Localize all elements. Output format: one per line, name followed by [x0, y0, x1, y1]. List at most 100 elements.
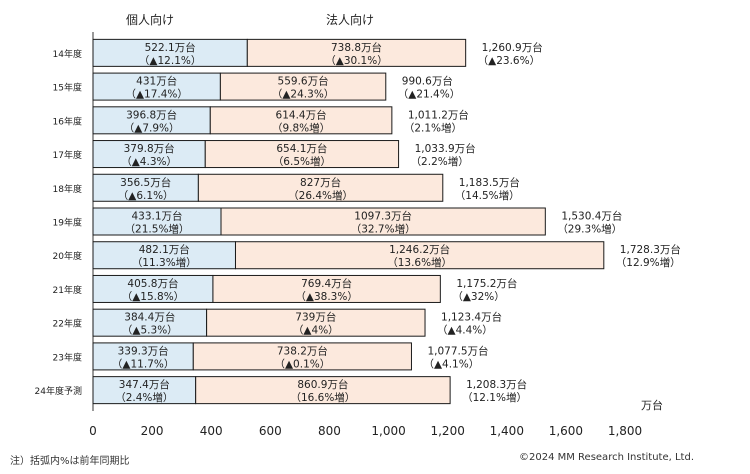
total-label-value: 1,033.9万台	[415, 142, 476, 155]
bar-segment-corporate	[246, 38, 467, 67]
category-label: 16年度	[53, 115, 82, 127]
x-tick-label: 400	[200, 424, 223, 438]
data-label-corporate-change: （▲0.1%）	[274, 358, 330, 370]
total-label-value: 1,530.4万台	[561, 210, 622, 223]
total-label-change: （▲21.4%）	[398, 89, 460, 101]
data-label-personal-value: 347.4万台	[119, 378, 170, 391]
total-label-value: 1,208.3万台	[466, 378, 527, 391]
bar-segment-personal	[92, 376, 197, 405]
axis-unit-label: 万台	[641, 398, 663, 412]
series-header-personal: 個人向け	[126, 12, 174, 27]
data-label-personal-change: （2.4%増）	[115, 391, 173, 404]
bar-segment-personal	[92, 342, 194, 371]
bar-segment-corporate	[234, 241, 605, 270]
total-label-value: 1,123.4万台	[441, 311, 502, 324]
total-label-change: （2.1%増）	[404, 121, 462, 134]
data-label-personal-change: （▲15.8%）	[122, 291, 184, 303]
data-label-corporate-change: （▲4%）	[293, 325, 339, 337]
category-label: 21年度	[53, 284, 82, 296]
bar-segment-personal	[92, 241, 236, 270]
bar-segment-corporate	[209, 106, 393, 135]
total-label-change: （▲32%）	[452, 291, 504, 303]
data-label-personal-change: （▲7.9%）	[124, 122, 180, 134]
category-label: 22年度	[53, 318, 82, 330]
category-label: 23年度	[53, 351, 82, 363]
category-label: 20年度	[53, 250, 82, 262]
total-label-change: （29.3%増）	[557, 223, 622, 236]
x-tick-label: 0	[89, 424, 97, 438]
total-label-change: （12.9%増）	[616, 256, 681, 269]
data-label-corporate-change: （6.5%増）	[273, 155, 331, 168]
data-label-personal-value: 482.1万台	[139, 243, 190, 256]
data-label-corporate-value: 559.6万台	[278, 75, 329, 88]
footnote: 注）括弧内%は前年同期比	[10, 456, 130, 467]
total-label-change: （2.2%増）	[411, 155, 469, 168]
data-label-personal-change: （▲12.1%）	[139, 55, 201, 67]
total-label-change: （▲4.4%）	[437, 325, 493, 337]
data-label-corporate-change: （13.6%増）	[387, 256, 452, 269]
total-label-change: （14.5%増）	[455, 189, 520, 202]
x-tick-label: 1,200	[430, 424, 464, 438]
total-label-change: （12.1%増）	[462, 391, 527, 404]
data-label-personal-change: （▲5.3%）	[122, 325, 178, 337]
total-label-value: 990.6万台	[402, 75, 453, 88]
total-label-change: （▲4.1%）	[423, 358, 479, 370]
data-label-personal-value: 379.8万台	[124, 142, 175, 155]
total-label-value: 1,175.2万台	[456, 277, 517, 290]
x-tick-label: 800	[318, 424, 341, 438]
x-tick-label: 200	[141, 424, 164, 438]
total-label-value: 1,728.3万台	[620, 243, 681, 256]
data-label-corporate-change: （▲24.3%）	[272, 89, 334, 101]
x-tick-label: 1,800	[608, 424, 642, 438]
bar-segment-personal	[92, 308, 208, 337]
data-label-corporate-value: 769.4万台	[301, 277, 352, 290]
data-label-corporate-value: 738.2万台	[277, 344, 328, 357]
bar-segment-corporate	[192, 342, 412, 371]
x-tick-label: 1,000	[371, 424, 405, 438]
total-label-value: 1,077.5万台	[427, 344, 488, 357]
data-label-personal-value: 356.5万台	[120, 176, 171, 189]
data-label-corporate-change: （16.6%増）	[290, 391, 355, 404]
series-header-corporate: 法人向け	[326, 12, 374, 27]
data-label-corporate-change: （9.8%増）	[272, 121, 330, 134]
bar-segment-personal	[92, 207, 222, 236]
category-label: 14年度	[53, 48, 82, 60]
bar-segment-corporate	[197, 173, 444, 202]
data-label-personal-value: 405.8万台	[127, 277, 178, 290]
bar-segment-corporate	[206, 308, 426, 337]
data-label-personal-value: 339.3万台	[118, 344, 169, 357]
data-label-personal-value: 433.1万台	[131, 210, 182, 223]
total-label-value: 1,011.2万台	[408, 108, 469, 121]
data-label-personal-change: （▲11.7%）	[112, 358, 174, 370]
category-label: 17年度	[53, 149, 82, 161]
bar-segment-corporate	[219, 72, 387, 101]
data-label-personal-value: 384.4万台	[124, 311, 175, 324]
data-label-corporate-value: 1097.3万台	[354, 210, 412, 223]
data-label-corporate-change: （▲38.3%）	[295, 291, 357, 303]
x-tick-label: 1,600	[549, 424, 583, 438]
data-label-personal-change: （▲4.3%）	[121, 156, 177, 168]
category-label: 15年度	[53, 82, 82, 94]
bar-segment-corporate	[212, 274, 441, 303]
x-tick-label: 1,400	[490, 424, 524, 438]
bar-segment-personal	[92, 72, 221, 101]
total-label-value: 1,260.9万台	[482, 41, 543, 54]
bar-segment-personal	[92, 274, 214, 303]
bar-segment-personal	[92, 173, 199, 202]
category-label: 19年度	[53, 217, 82, 229]
data-label-personal-value: 396.8万台	[126, 108, 177, 121]
data-label-corporate-change: （32.7%増）	[351, 223, 416, 236]
bar-segment-corporate	[204, 140, 400, 169]
total-label-value: 1,183.5万台	[459, 176, 520, 189]
data-label-personal-change: （11.3%増）	[132, 256, 197, 269]
data-label-corporate-value: 739万台	[295, 311, 336, 324]
category-label: 24年度予測	[35, 385, 82, 397]
data-label-corporate-value: 654.1万台	[276, 142, 327, 155]
data-label-corporate-change: （26.4%増）	[288, 189, 353, 202]
data-label-corporate-value: 738.8万台	[331, 41, 382, 54]
x-tick-label: 600	[259, 424, 282, 438]
data-label-corporate-value: 614.4万台	[276, 108, 327, 121]
data-label-personal-change: （21.5%増）	[125, 223, 190, 236]
total-label-change: （▲23.6%）	[478, 55, 540, 67]
